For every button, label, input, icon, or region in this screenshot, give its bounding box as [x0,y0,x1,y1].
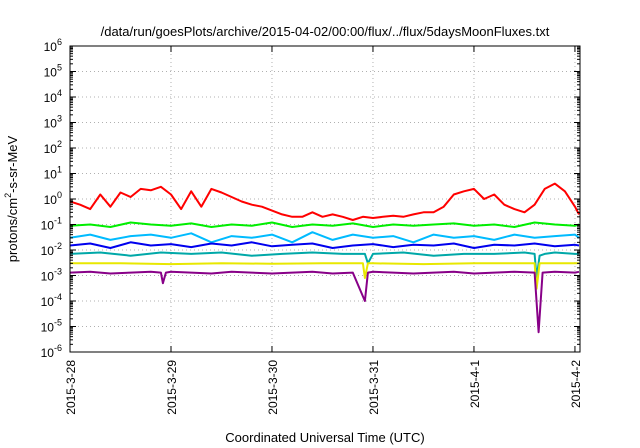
y-tick-label: 10-6 [41,343,62,360]
series-line-2 [70,221,580,228]
series-line-1 [70,182,580,221]
y-tick-label: 10-1 [41,216,62,233]
x-tick-labels: 2015-3-28 2015-3-29 2015-3-30 2015-3-31 2015… [64,360,583,415]
x-tick-label: 2015-4-2 [569,360,583,408]
y-tick-label: 10-4 [41,292,62,309]
series-lines [70,182,580,334]
y-tick-labels: 10-6 10-5 10-4 10-3 10-2 10-1 100 101 102 103 104 1… [41,37,62,360]
y-tick-label: 10-5 [41,318,62,335]
series-line-7 [70,270,580,334]
grid-lines [69,46,580,352]
series-line-6 [70,262,579,290]
series-line-3 [70,231,580,244]
y-tick-label: 10-2 [41,241,62,258]
series-line-4 [70,241,580,249]
x-tick-label: 2015-4-1 [468,360,482,408]
x-tick-label: 2015-3-28 [64,360,78,415]
chart-title: /data/run/goesPlots/archive/2015-04-02/0… [101,24,550,39]
x-axis-label: Coordinated Universal Time (UTC) [225,430,424,445]
x-tick-label: 2015-3-31 [367,360,381,415]
y-tick-label: 105 [44,63,62,80]
y-tick-label: 101 [44,165,62,182]
series-line-5 [70,251,579,279]
y-axis-label: protons/cm2-s-sr-MeV [3,135,20,262]
y-tick-label: 102 [44,139,62,156]
axis-ticks [69,45,580,353]
y-tick-label: 106 [44,37,62,54]
plot-area [70,182,580,334]
y-tick-label: 10-3 [41,267,62,284]
x-tick-label: 2015-3-29 [165,360,179,415]
y-tick-label: 104 [44,88,62,105]
y-tick-label: 103 [44,114,62,131]
y-tick-label: 100 [44,190,62,207]
x-tick-label: 2015-3-30 [266,360,280,415]
